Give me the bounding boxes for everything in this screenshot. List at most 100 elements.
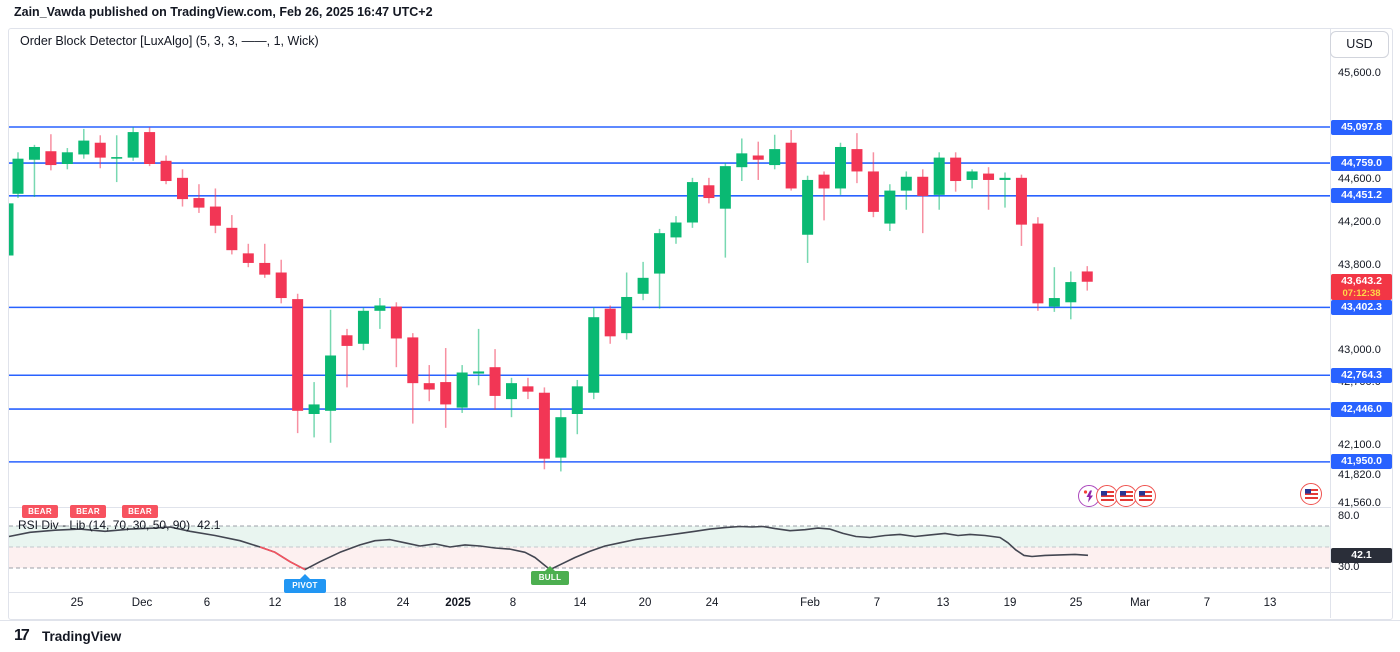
candle-body <box>1032 223 1044 304</box>
candle-body <box>588 317 600 393</box>
time-tick-label: 25 <box>1069 597 1083 609</box>
candle-body <box>177 177 188 200</box>
candle-body <box>209 206 221 226</box>
candle-body <box>670 222 682 238</box>
time-tick-label: 7 <box>1203 597 1211 609</box>
candle-body <box>226 227 238 251</box>
candle-body <box>1065 282 1077 303</box>
bear-badge: BEAR <box>122 505 158 518</box>
indicator-legend[interactable]: Order Block Detector [LuxAlgo] (5, 3, 3,… <box>20 34 319 48</box>
candle-body <box>752 155 764 160</box>
us-flag-event-icon[interactable] <box>1096 485 1118 507</box>
time-tick-label: Feb <box>800 597 820 609</box>
candle-body <box>933 157 945 195</box>
pivot-marker: PIVOT <box>284 574 326 593</box>
candle-body <box>686 182 698 223</box>
candle-body <box>1015 177 1027 225</box>
candle-body <box>193 198 205 208</box>
tradingview-logo-icon: 17 <box>14 627 30 644</box>
time-tick-label: 8 <box>509 597 517 609</box>
time-tick-label: 12 <box>268 597 282 609</box>
price-axis-separator <box>1330 28 1331 618</box>
candle-body <box>308 404 320 414</box>
rsi-upper-band <box>9 526 1330 547</box>
candle-body <box>456 372 468 408</box>
candle-body <box>818 174 830 189</box>
candle-body <box>900 176 912 191</box>
candle-body <box>654 233 666 274</box>
price-tick-label: 41,820.0 <box>1338 469 1381 482</box>
time-tick-label: 7 <box>873 597 881 609</box>
candle-body <box>144 132 156 164</box>
rsi-legend-title: RSI Div - Lib (14, 70, 30, 50, 90) <box>18 518 191 532</box>
time-tick-label: 2025 <box>445 597 471 609</box>
candle-body <box>621 296 633 334</box>
price-tick-label: 44,200.0 <box>1338 216 1381 228</box>
level-price-badge: 42,446.0 <box>1331 401 1392 417</box>
currency-toggle-button[interactable]: USD <box>1330 31 1389 58</box>
time-tick-label: 13 <box>936 597 950 609</box>
bar-countdown: 07:12:38 <box>1342 288 1381 299</box>
candle-body <box>604 308 616 337</box>
candle-body <box>555 417 567 458</box>
candle-body <box>407 337 419 384</box>
candle-body <box>506 383 517 400</box>
time-tick-label: 24 <box>396 597 410 609</box>
level-price-badge: 42,764.3 <box>1331 367 1392 383</box>
candle-body <box>374 305 386 311</box>
last-price-value: 43,643.2 <box>1341 275 1382 287</box>
candle-body <box>736 153 748 168</box>
partial-candle <box>9 203 14 256</box>
rsi-axis-bottom-label: 30.0 <box>1338 561 1360 573</box>
candle-body <box>390 306 402 339</box>
candle-body <box>538 392 550 459</box>
price-tick-label: 43,800.0 <box>1338 258 1381 271</box>
candle-body <box>489 367 501 396</box>
time-axis-separator <box>8 592 1391 593</box>
time-tick-label: 24 <box>705 597 719 609</box>
price-tick-label: 42,100.0 <box>1338 439 1381 452</box>
candle-body <box>785 142 797 189</box>
candle-body <box>94 142 106 158</box>
us-flag-event-icon[interactable] <box>1300 483 1322 505</box>
rsi-axis-top-label: 80.0 <box>1338 510 1360 522</box>
time-tick-label: 18 <box>333 597 347 609</box>
rsi-value-badge: 42.1 <box>1331 548 1392 563</box>
candle-body <box>341 335 353 346</box>
footer-separator <box>0 620 1400 621</box>
candle-body <box>325 355 337 411</box>
bull-divergence-marker: BULL <box>531 566 569 585</box>
candle-body <box>522 386 534 392</box>
candle-body <box>78 140 90 155</box>
candle-body <box>423 383 435 390</box>
candle-body <box>440 382 452 405</box>
candle-body <box>719 166 731 209</box>
candle-body <box>28 146 40 160</box>
candle-body <box>473 371 485 374</box>
candle-body <box>275 272 287 299</box>
candle-body <box>61 152 73 164</box>
rsi-legend[interactable]: RSI Div - Lib (14, 70, 30, 50, 90) 42.1 <box>18 518 220 532</box>
time-tick-label: 6 <box>203 597 211 609</box>
chart-frame <box>8 28 1393 620</box>
candle-body <box>127 132 139 158</box>
level-price-badge: 43,402.3 <box>1331 299 1392 315</box>
price-tick-label: 44,600.0 <box>1338 173 1381 186</box>
time-tick-label: 19 <box>1003 597 1017 609</box>
us-flag-event-icon[interactable] <box>1134 485 1156 507</box>
candle-body <box>292 299 304 411</box>
candle-body <box>111 157 123 159</box>
pane-separator[interactable] <box>8 507 1391 508</box>
bear-badge: BEAR <box>22 505 58 518</box>
level-price-badge: 44,759.0 <box>1331 155 1392 171</box>
candle-body <box>571 386 583 414</box>
price-tick-label: 41,560.0 <box>1338 496 1381 509</box>
candle-body <box>769 149 781 166</box>
candle-body <box>1081 271 1093 282</box>
candle-body <box>45 151 57 166</box>
candle-body <box>160 160 172 182</box>
tradingview-brand[interactable]: TradingView <box>42 629 122 644</box>
candle-body <box>357 310 369 344</box>
